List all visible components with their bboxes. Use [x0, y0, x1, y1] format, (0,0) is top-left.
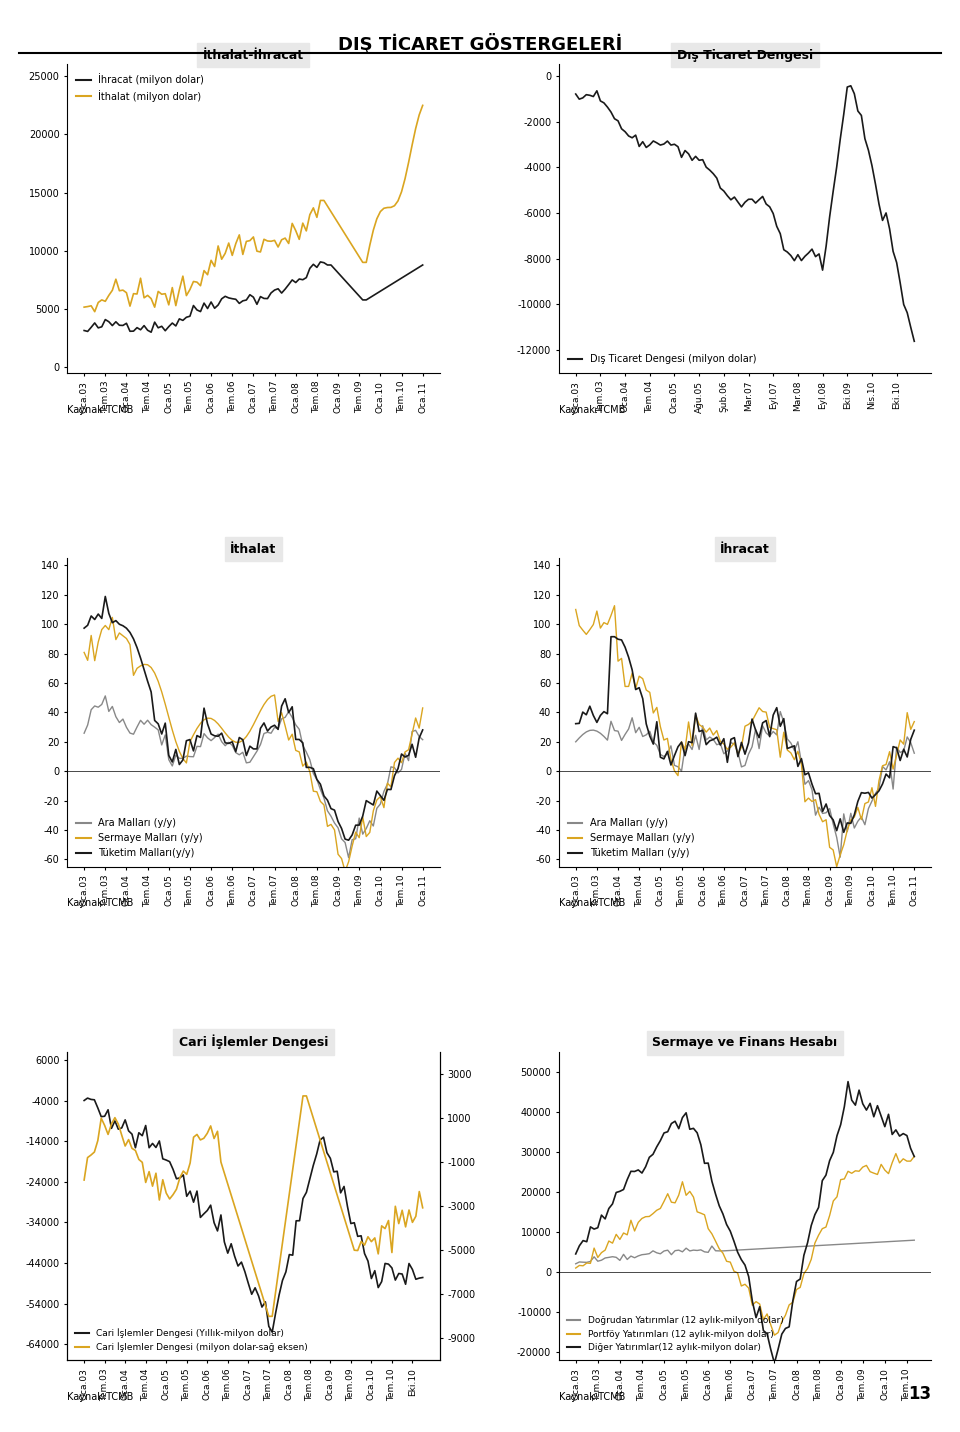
Text: 13: 13	[908, 1385, 931, 1403]
Legend: Ara Malları (y/y), Sermaye Malları (y/y), Tüketim Malları(y/y): Ara Malları (y/y), Sermaye Malları (y/y)…	[72, 815, 206, 862]
Legend: Doğrudan Yatırımlar (12 aylık-milyon dolar), Portföy Yatırımları (12 aylık-milyo: Doğrudan Yatırımlar (12 aylık-milyon dol…	[564, 1313, 787, 1356]
Title: İhracat: İhracat	[720, 543, 770, 556]
Text: Kaynak:TCMB: Kaynak:TCMB	[559, 898, 625, 908]
Title: Cari İşlemler Dengesi: Cari İşlemler Dengesi	[179, 1035, 328, 1050]
Text: Kaynak:TCMB: Kaynak:TCMB	[67, 404, 133, 414]
Title: İthalat: İthalat	[230, 543, 276, 556]
Text: Kaynak:TCMB: Kaynak:TCMB	[559, 1392, 625, 1402]
Legend: İhracat (milyon dolar), İthalat (milyon dolar): İhracat (milyon dolar), İthalat (milyon …	[72, 69, 208, 106]
Title: İthalat-İhracat: İthalat-İhracat	[203, 49, 304, 62]
Text: Kaynak:TCMB: Kaynak:TCMB	[67, 898, 133, 908]
Title: Dış Ticaret Dengesi: Dış Ticaret Dengesi	[677, 49, 813, 62]
Title: Sermaye ve Finans Hesabı: Sermaye ve Finans Hesabı	[653, 1037, 837, 1050]
Legend: Ara Malları (y/y), Sermaye Malları (y/y), Tüketim Malları (y/y): Ara Malları (y/y), Sermaye Malları (y/y)…	[564, 815, 699, 862]
Text: Kaynak:TCMB: Kaynak:TCMB	[67, 1392, 133, 1402]
Legend: Cari İşlemler Dengesi (Yıllık-milyon dolar), Cari İşlemler Dengesi (milyon dolar: Cari İşlemler Dengesi (Yıllık-milyon dol…	[72, 1325, 311, 1356]
Legend: Dış Ticaret Dengesi (milyon dolar): Dış Ticaret Dengesi (milyon dolar)	[564, 351, 760, 368]
Text: DIŞ TİCARET GÖSTERGELERİ: DIŞ TİCARET GÖSTERGELERİ	[338, 33, 622, 54]
Text: Kaynak:TCMB: Kaynak:TCMB	[559, 404, 625, 414]
